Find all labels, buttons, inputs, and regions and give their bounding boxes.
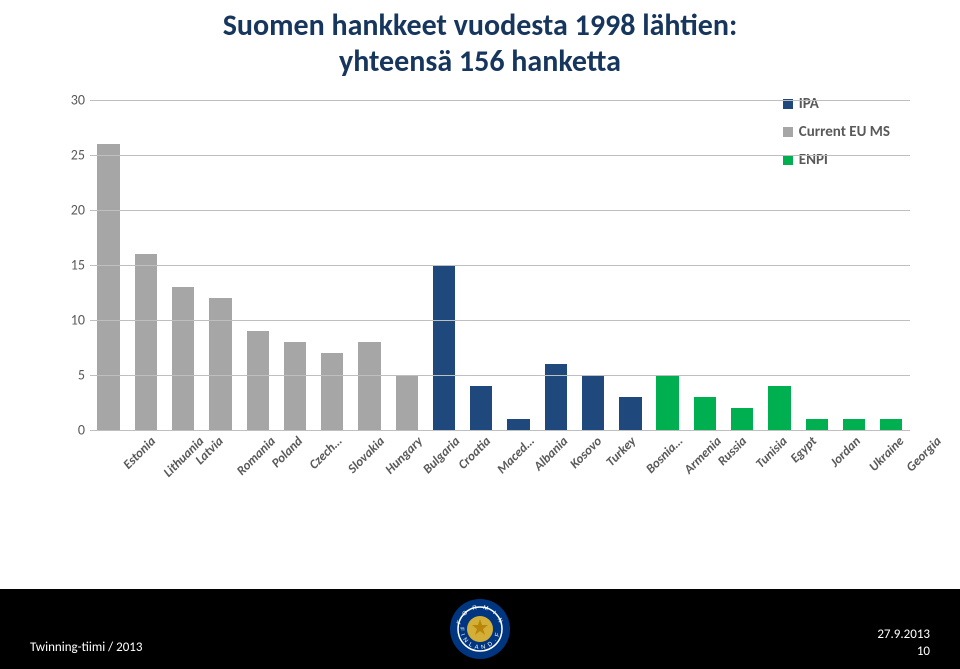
x-label-slot: Armenia bbox=[649, 430, 686, 530]
x-label-slot: Romania bbox=[202, 430, 239, 530]
bar bbox=[433, 265, 455, 430]
x-label-slot: Kosovo bbox=[537, 430, 574, 530]
y-tick-label: 30 bbox=[60, 92, 85, 109]
plot-area: 051015202530 bbox=[90, 100, 910, 430]
x-label-slot: Egypt bbox=[761, 430, 798, 530]
chart-title: Suomen hankkeet vuodesta 1998 lähtien: y… bbox=[0, 8, 960, 80]
y-tick-label: 20 bbox=[60, 202, 85, 219]
gridline bbox=[90, 100, 910, 101]
bar bbox=[880, 419, 902, 430]
gridline bbox=[90, 155, 910, 156]
x-label-slot: Jordan bbox=[798, 430, 835, 530]
footer-right-text: 27.9.2013 10 bbox=[877, 627, 930, 661]
x-label-slot: Slovakia bbox=[314, 430, 351, 530]
x-label-slot: Latvia bbox=[165, 430, 202, 530]
bar bbox=[358, 342, 380, 430]
bar bbox=[619, 397, 641, 430]
y-tick-label: 15 bbox=[60, 257, 85, 274]
bar bbox=[247, 331, 269, 430]
x-label-slot: Estonia bbox=[90, 430, 127, 530]
gridline bbox=[90, 265, 910, 266]
bar bbox=[806, 419, 828, 430]
bar-chart: 051015202530 EstoniaLithuaniaLatviaRoman… bbox=[50, 100, 910, 530]
x-label-slot: Turkey bbox=[574, 430, 611, 530]
bar bbox=[97, 144, 119, 430]
gridline bbox=[90, 375, 910, 376]
bar bbox=[694, 397, 716, 430]
y-tick-label: 5 bbox=[60, 367, 85, 384]
gridline bbox=[90, 210, 910, 211]
x-label-slot: Albania bbox=[500, 430, 537, 530]
bar bbox=[172, 287, 194, 430]
finland-emblem: F O R M I N F I N L A N D . F I bbox=[448, 597, 512, 661]
x-label-slot: Bosnia… bbox=[612, 430, 649, 530]
bar bbox=[843, 419, 865, 430]
x-label-slot: Lithuania bbox=[127, 430, 164, 530]
bar bbox=[396, 375, 418, 430]
x-label-slot: Ukraine bbox=[835, 430, 872, 530]
bar bbox=[209, 298, 231, 430]
x-label-slot: Hungary bbox=[351, 430, 388, 530]
bar bbox=[507, 419, 529, 430]
bar bbox=[731, 408, 753, 430]
bar bbox=[135, 254, 157, 430]
x-label-slot: Croatia bbox=[425, 430, 462, 530]
x-label-slot: Russia bbox=[686, 430, 723, 530]
footer-left-text: Twinning-tiimi / 2013 bbox=[30, 640, 143, 655]
bar bbox=[284, 342, 306, 430]
footer-page: 10 bbox=[917, 644, 930, 659]
x-label-slot: Bulgaria bbox=[388, 430, 425, 530]
footer-date: 27.9.2013 bbox=[877, 627, 930, 642]
x-axis-label: Georgia bbox=[904, 434, 945, 475]
gridline bbox=[90, 320, 910, 321]
x-label-slot: Tunisia bbox=[724, 430, 761, 530]
y-tick-label: 25 bbox=[60, 147, 85, 164]
bar bbox=[470, 386, 492, 430]
title-line-2: yhteensä 156 hanketta bbox=[339, 43, 621, 80]
bar bbox=[768, 386, 790, 430]
x-label-slot: Georgia bbox=[873, 430, 910, 530]
x-label-slot: Czech… bbox=[276, 430, 313, 530]
bar bbox=[545, 364, 567, 430]
bar bbox=[321, 353, 343, 430]
x-label-slot: Maced… bbox=[463, 430, 500, 530]
x-label-slot: Poland bbox=[239, 430, 276, 530]
footer-bar: Twinning-tiimi / 2013 F O R M I N F I N … bbox=[0, 589, 960, 669]
y-tick-label: 0 bbox=[60, 422, 85, 439]
x-axis-labels: EstoniaLithuaniaLatviaRomaniaPolandCzech… bbox=[90, 430, 910, 530]
bar bbox=[656, 375, 678, 430]
title-line-1: Suomen hankkeet vuodesta 1998 lähtien: bbox=[223, 7, 738, 44]
y-tick-label: 10 bbox=[60, 312, 85, 329]
bar bbox=[582, 375, 604, 430]
